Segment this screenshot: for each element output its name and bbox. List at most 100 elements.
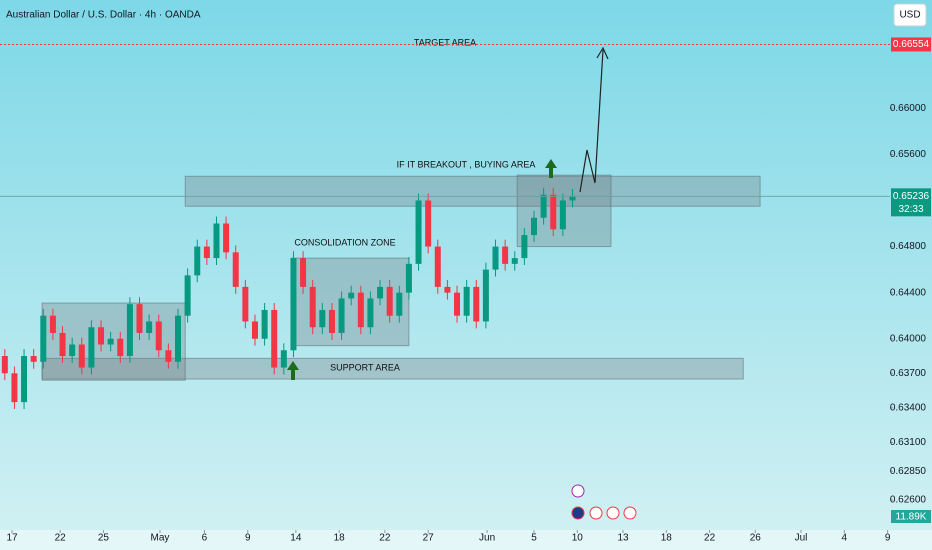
last-price-box	[891, 188, 931, 217]
candle-body	[502, 246, 509, 264]
x-tick-label: 9	[885, 533, 891, 544]
candle-body	[126, 304, 133, 357]
candle-body	[117, 338, 124, 357]
x-tick-label: 22	[55, 533, 67, 544]
currency[interactable]: USD	[899, 10, 920, 21]
y-tick-label: 0.64400	[890, 287, 927, 298]
event-icon[interactable]	[623, 506, 637, 520]
candle-body	[69, 344, 76, 357]
up-arrow	[545, 159, 557, 178]
chart-title: Australian Dollar / U.S. Dollar · 4h · O…	[6, 10, 201, 21]
volume-label: 11.89K	[896, 512, 927, 523]
y-tick-label: 0.63400	[890, 403, 927, 414]
y-tick-label: 0.66000	[890, 103, 927, 114]
candle-body	[415, 200, 422, 264]
candle-body	[155, 321, 162, 351]
candle-body	[405, 263, 412, 293]
event-icon[interactable]	[606, 506, 620, 520]
candle-body	[59, 332, 66, 357]
x-tick-label: 22	[704, 533, 716, 544]
event-icon[interactable]	[571, 484, 585, 498]
x-tick-label: 26	[750, 533, 762, 544]
candle-body	[473, 286, 480, 322]
candle-body	[1, 356, 8, 374]
candle-body	[271, 309, 278, 368]
target-price-label: 0.66554	[893, 39, 930, 50]
x-tick-label: 17	[6, 533, 18, 544]
candle-body	[280, 350, 287, 368]
x-tick-label: Jul	[795, 533, 808, 544]
candle-body	[377, 286, 384, 299]
x-tick-label: 6	[202, 533, 208, 544]
candle-body	[21, 356, 28, 403]
candle-body	[203, 246, 210, 259]
y-tick-label: 0.62600	[890, 495, 927, 506]
candle-body	[40, 315, 47, 362]
candle-body	[194, 246, 201, 276]
candle-body	[328, 309, 335, 333]
x-tick-label: 25	[98, 533, 110, 544]
x-tick-label: 9	[245, 533, 251, 544]
up-arrow	[287, 361, 299, 380]
last-price-label: 0.65236	[893, 191, 930, 202]
candle-body	[463, 286, 470, 316]
currency-button[interactable]	[893, 3, 927, 27]
candle-body	[11, 373, 18, 403]
countdown-label: 32:33	[898, 204, 923, 215]
candle-body	[444, 286, 451, 293]
candle-body	[165, 350, 172, 362]
x-tick-label: Jun	[479, 533, 495, 544]
annotation: SUPPORT AREA	[330, 362, 400, 372]
candle-body	[434, 246, 441, 287]
candle-body	[107, 338, 114, 345]
candle-body	[290, 258, 297, 351]
candle-body	[242, 286, 249, 322]
candle-body	[540, 194, 547, 218]
x-tick-label: 13	[617, 533, 629, 544]
x-tick-label: 22	[379, 533, 391, 544]
candle-body	[251, 321, 258, 339]
candle-body	[569, 195, 576, 201]
y-tick-label: 0.63100	[890, 437, 927, 448]
candle-body	[300, 258, 307, 287]
candle-body	[136, 304, 143, 333]
candle-body	[319, 309, 326, 328]
candle-body	[88, 327, 95, 368]
candle-body	[338, 298, 345, 333]
annotation: IF IT BREAKOUT , BUYING AREA	[397, 159, 536, 169]
x-tick-label: May	[151, 533, 170, 544]
candle-body	[425, 200, 432, 247]
projection-path	[579, 49, 604, 193]
candle-body	[184, 275, 191, 316]
candle-body	[482, 269, 489, 322]
candle-body	[396, 292, 403, 316]
candle-body	[357, 292, 364, 328]
x-tick-label: 18	[661, 533, 673, 544]
candle-body	[559, 200, 566, 230]
projection-arrowhead	[596, 46, 609, 60]
candle-body	[232, 252, 239, 287]
candle-body	[367, 298, 374, 328]
candle-body	[175, 315, 181, 362]
candle-body	[309, 286, 316, 328]
candle-body	[261, 309, 268, 339]
target-price-box	[891, 37, 931, 52]
candle-body	[213, 223, 220, 259]
y-tick-label: 0.64800	[890, 241, 927, 252]
event-icon[interactable]	[571, 506, 585, 520]
y-tick-label: 0.65600	[890, 149, 927, 160]
time-axis-strip	[0, 530, 932, 550]
event-icon[interactable]	[589, 506, 603, 520]
y-tick-label: 0.64000	[890, 333, 927, 344]
x-tick-label: 5	[531, 533, 537, 544]
candle-body	[550, 194, 557, 230]
x-tick-label: 10	[572, 533, 584, 544]
x-tick-label: 14	[290, 533, 302, 544]
candle-body	[511, 258, 518, 264]
y-tick-label: 0.63700	[890, 368, 927, 379]
candle-body	[531, 217, 537, 236]
candle-body	[348, 292, 355, 299]
candle-body	[521, 235, 528, 259]
